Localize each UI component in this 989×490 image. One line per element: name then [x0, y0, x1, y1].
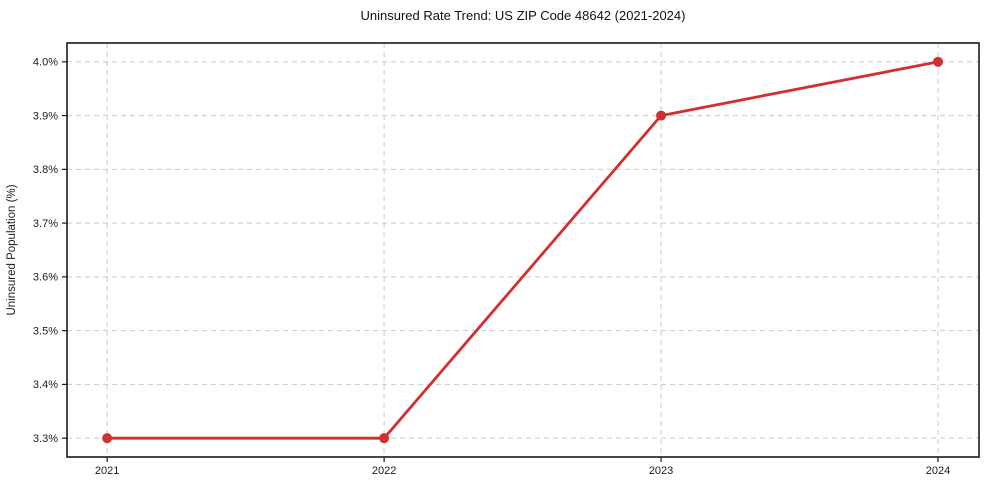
y-tick-label: 4.0% [33, 57, 58, 69]
x-tick-label: 2023 [649, 465, 673, 477]
y-tick-label: 3.6% [33, 272, 58, 284]
x-tick-label: 2024 [926, 465, 950, 477]
y-tick-label: 3.4% [33, 379, 58, 391]
data-point-2024 [933, 56, 944, 67]
data-point-2021 [102, 433, 113, 444]
y-tick-label: 3.9% [33, 110, 58, 122]
x-tick-label: 2022 [372, 465, 396, 477]
y-tick-label: 3.8% [33, 164, 58, 176]
x-tick-label: 2021 [95, 465, 119, 477]
trend-line [105, 60, 940, 440]
y-tick-label: 3.3% [33, 433, 58, 445]
y-tick-label: 3.5% [33, 325, 58, 337]
chart-title: Uninsured Rate Trend: US ZIP Code 48642 … [361, 8, 686, 23]
y-axis-label: Uninsured Population (%) [6, 184, 18, 315]
plot-border [66, 42, 980, 458]
y-tick-label: 3.7% [33, 218, 58, 230]
data-point-2022 [379, 433, 390, 444]
data-point-2023 [656, 110, 667, 121]
plot-area: 3.3% 3.4% 3.5% 3.6% 3.7% 3.8% 3.9% 4.0% 2021 2022… [33, 42, 980, 477]
